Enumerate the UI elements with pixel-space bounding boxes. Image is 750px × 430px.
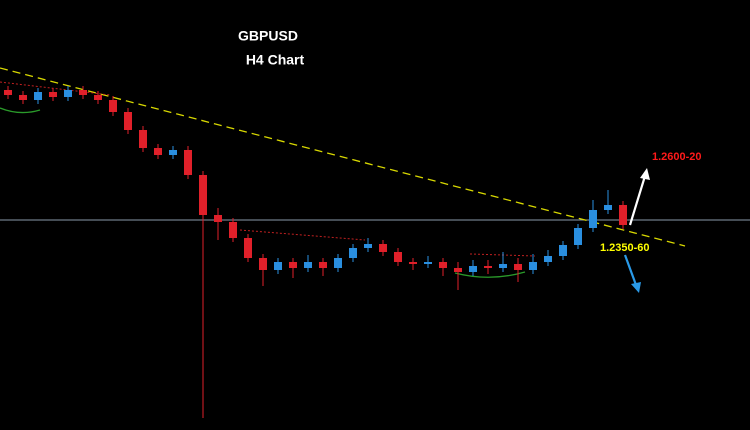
pattern-line [239,229,366,241]
pattern-curve [454,271,526,278]
candle-body [214,215,222,222]
candle-body [139,130,147,148]
candle-body [49,92,57,97]
candle-body [304,262,312,268]
candle-body [424,262,432,264]
candle-body [499,264,507,268]
candle-body [169,150,177,155]
candle-body [184,150,192,175]
chart-title: GBPUSD [238,28,298,44]
chart-subtitle: H4 Chart [246,52,305,68]
annotation: 1.2350-60 [600,242,650,254]
candle-body [199,175,207,215]
candle-body [124,112,132,130]
candle-body [289,262,297,268]
candle-body [79,90,87,95]
down-arrow [623,254,638,286]
candle-body [514,264,522,270]
candle-body [19,95,27,100]
candle-body [469,266,477,272]
candle-body [64,90,72,97]
candle-body [4,90,12,95]
annotations: 1.2600-20 1.2350-60 [600,151,702,254]
down-arrow-head [631,282,641,293]
annotation: 1.2600-20 [652,151,702,163]
candle-body [454,268,462,272]
candle-body [379,244,387,252]
candles [4,86,627,418]
candle-body [319,262,327,268]
candle-body [394,252,402,262]
candle-body [604,205,612,210]
candle-body [244,238,252,258]
candle-body [349,248,357,258]
candle-body [409,262,417,264]
pattern-curve [0,107,41,114]
candle-body [259,258,267,270]
candle-body [544,256,552,262]
up-arrow [628,175,647,226]
candle-body [559,245,567,256]
up-arrow-head [640,168,650,180]
candle-body [439,262,447,268]
candle-body [154,148,162,155]
candle-body [229,222,237,238]
candle-body [484,266,492,268]
candle-body [364,244,372,248]
candle-body [334,258,342,268]
trend-line [0,67,686,247]
candle-body [574,228,582,245]
candle-body [109,100,117,112]
candle-body [34,92,42,100]
pattern-line [0,81,111,96]
candle-body [619,205,627,225]
candle-body [589,210,597,228]
candle-body [274,262,282,270]
candle-body [529,262,537,270]
candle-body [94,95,102,100]
